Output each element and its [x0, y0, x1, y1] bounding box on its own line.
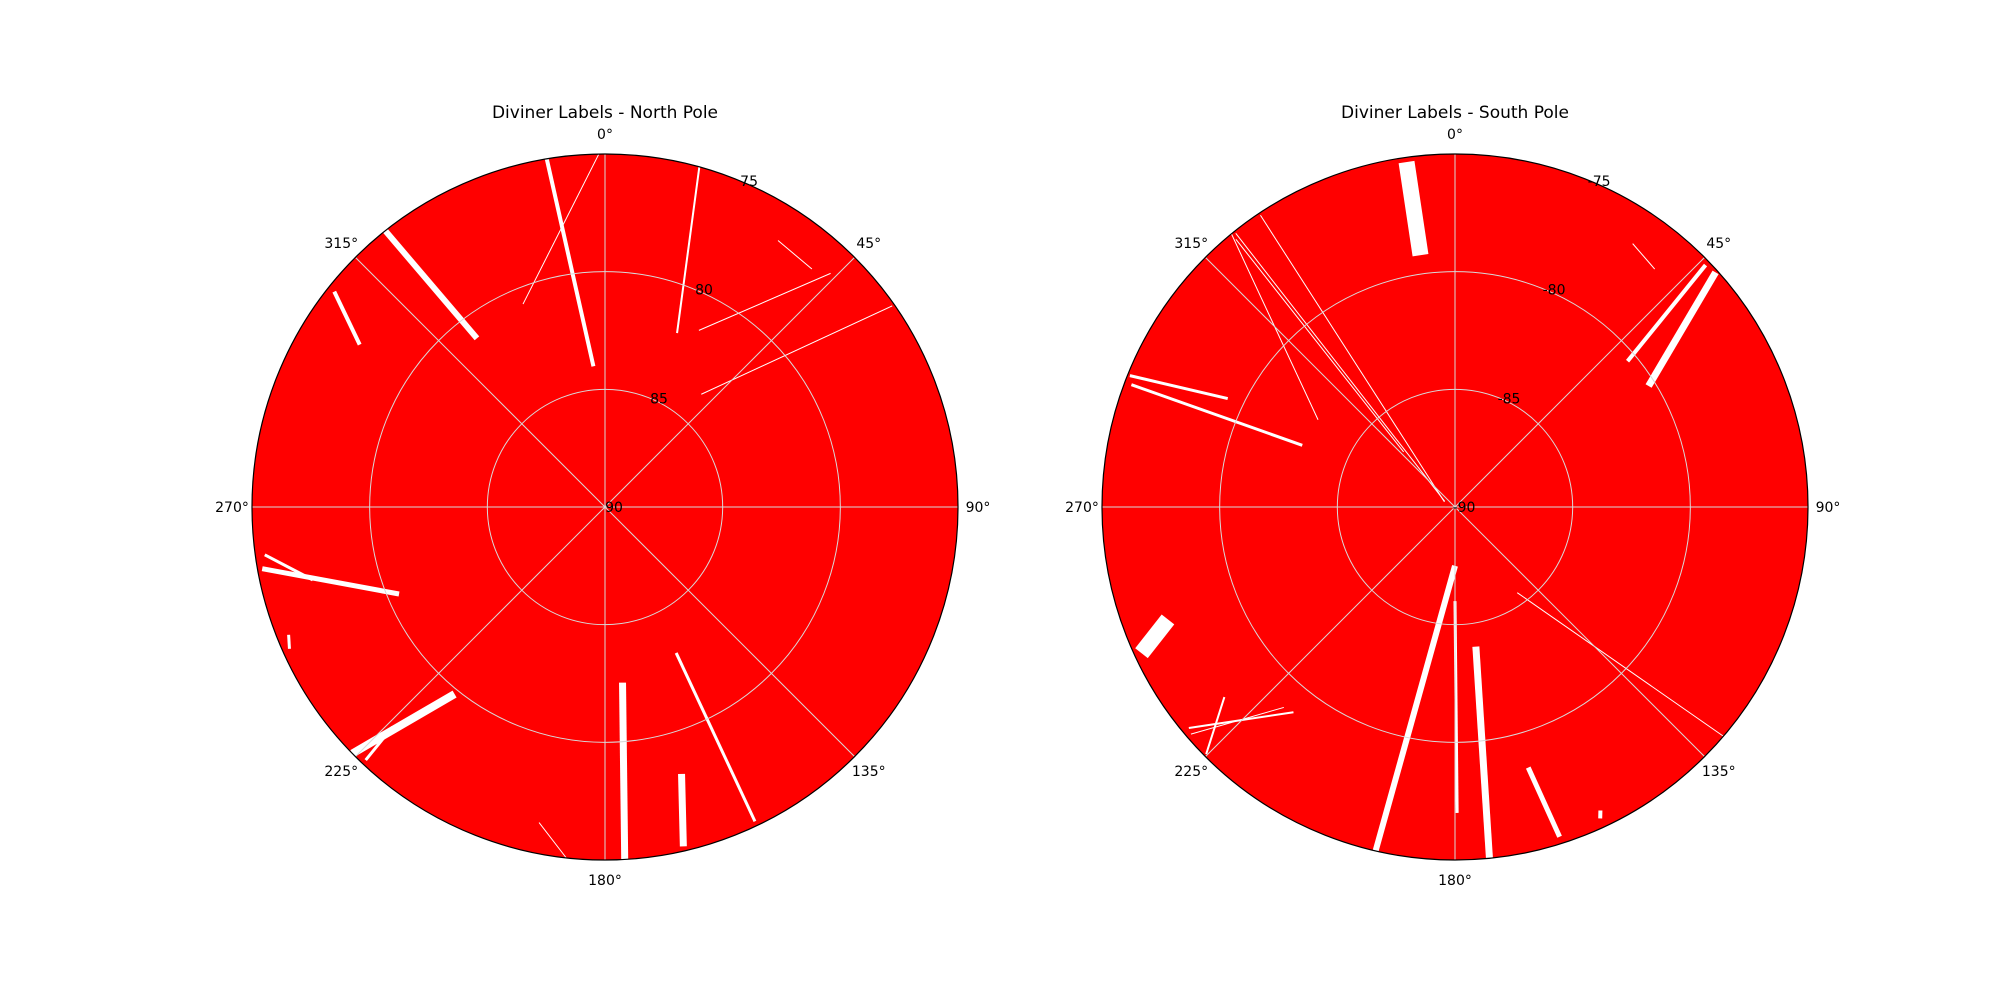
data-gap-swath — [777, 240, 813, 270]
data-gap-swath — [674, 652, 757, 822]
theta-tick-label: 135° — [852, 764, 886, 780]
south-pole-title: Diviner Labels - South Pole — [1341, 103, 1569, 123]
r-gridline — [1219, 271, 1691, 743]
r-tick-label: -85 — [1498, 391, 1521, 407]
data-gap-swath — [538, 822, 567, 859]
data-gap-swath — [1235, 233, 1446, 502]
data-gap-swath — [1129, 374, 1229, 401]
data-gap-swath — [676, 166, 701, 334]
theta-tick-label: 180° — [588, 873, 622, 889]
theta-tick-label: 270° — [1065, 500, 1099, 516]
theta-tick-label: 0° — [597, 127, 613, 143]
data-gap-swath — [619, 682, 629, 860]
polar-frame — [1101, 153, 1809, 861]
south-pole-polar-plot: Diviner Labels - South Pole 0° 45° 90° 135°… — [1065, 103, 1840, 889]
theta-tick-label: 45° — [1706, 236, 1731, 252]
data-gap-swath — [364, 726, 394, 762]
r-gridline — [1336, 388, 1574, 626]
data-gap-swath — [544, 158, 596, 367]
data-gap-swath — [678, 773, 687, 847]
polar-grid — [1102, 154, 1808, 860]
data-gap-swath — [264, 553, 314, 582]
r-tick-label: -75 — [1588, 174, 1611, 190]
data-gap-group — [1129, 160, 1724, 859]
theta-tick-label: 90° — [1816, 500, 1841, 516]
data-gap-swath — [1372, 565, 1458, 852]
theta-gridline — [1454, 506, 1705, 757]
theta-tick-label: 225° — [1174, 764, 1208, 780]
theta-tick-label: 315° — [324, 236, 358, 252]
data-gap-swath — [332, 290, 362, 346]
r-tick-label: 80 — [695, 283, 713, 299]
polar-grid — [252, 154, 958, 860]
theta-tick-label: 135° — [1702, 764, 1736, 780]
r-tick-label: -90 — [1453, 500, 1476, 516]
data-gap-swath — [261, 566, 400, 597]
r-tick-label: -80 — [1543, 283, 1566, 299]
data-gap-swath — [1398, 160, 1429, 257]
data-gap-swath — [1472, 646, 1493, 859]
theta-tick-label: 90° — [966, 500, 991, 516]
polar-frame — [251, 153, 959, 861]
data-gap-swath — [287, 634, 291, 649]
data-gap-swath — [1525, 766, 1562, 838]
data-gap-swath — [1645, 270, 1719, 388]
theta-tick-label: 225° — [324, 764, 358, 780]
data-gap-swath — [1135, 614, 1175, 659]
north-pole-polar-plot: Diviner Labels - North Pole 0° 45° 90° 135°… — [215, 103, 990, 889]
theta-gridline — [604, 506, 855, 757]
theta-tick-label: 315° — [1174, 236, 1208, 252]
r-tick-label: 90 — [605, 500, 623, 516]
r-tick-label: 75 — [740, 174, 758, 190]
data-gap-swath — [1235, 238, 1405, 453]
data-gap-swath — [698, 272, 831, 331]
north-pole-title: Diviner Labels - North Pole — [492, 103, 718, 123]
data-gap-swath — [1632, 243, 1656, 270]
theta-gridline — [1205, 257, 1456, 508]
data-gap-swath — [1130, 383, 1303, 447]
r-tick-label: 85 — [650, 391, 668, 407]
theta-gridline — [1454, 257, 1705, 508]
theta-gridline — [355, 506, 606, 757]
theta-tick-label: 180° — [1438, 873, 1472, 889]
data-gap-swath — [1260, 215, 1445, 503]
theta-gridline — [355, 257, 606, 508]
r-gridline — [369, 271, 841, 743]
theta-tick-label: 270° — [215, 500, 249, 516]
theta-gridline — [1205, 506, 1456, 757]
data-gap-swath — [1188, 711, 1294, 729]
data-gap-swath — [350, 690, 457, 757]
data-gap-swath — [1205, 696, 1226, 755]
data-gap-swath — [1516, 592, 1724, 737]
theta-tick-label: 0° — [1447, 127, 1463, 143]
theta-tick-label: 45° — [856, 236, 881, 252]
r-gridline — [486, 388, 724, 626]
data-gap-swath — [1626, 263, 1708, 363]
theta-gridline — [604, 257, 855, 508]
